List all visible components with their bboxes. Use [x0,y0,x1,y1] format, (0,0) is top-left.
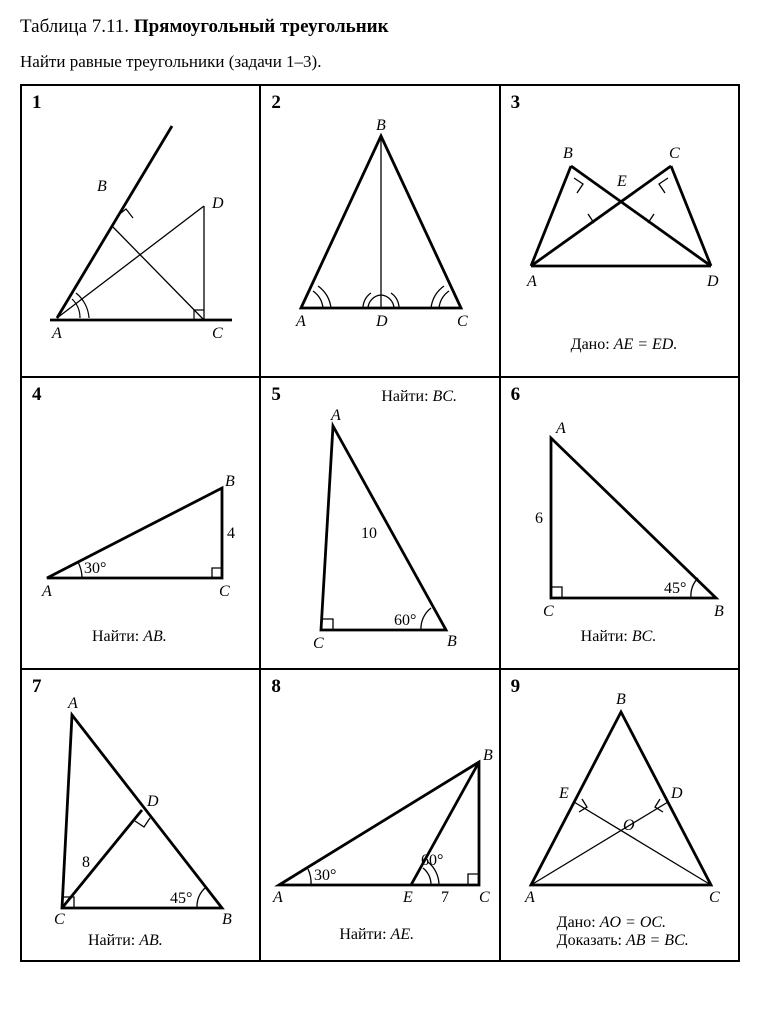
find-line: Найти: AE. [339,926,414,944]
svg-text:D: D [375,313,388,330]
figure-8: A B C E 30° 60° 7 [261,670,501,960]
svg-text:A: A [272,889,283,906]
svg-text:C: C [313,635,324,652]
svg-text:D: D [211,195,224,212]
find-line: Найти: AB. [92,628,167,646]
svg-text:B: B [225,473,235,490]
svg-text:D: D [146,793,159,810]
page-title: Таблица 7.11. Прямоугольный треугольник [20,16,747,38]
find-line: Найти: AB. [88,932,163,950]
svg-text:A: A [67,695,78,712]
svg-text:60°: 60° [421,852,443,869]
svg-text:B: B [563,145,573,162]
cell-5: 5 Найти: BC. A B C 10 60° [261,378,498,668]
svg-text:O: O [623,817,635,834]
svg-text:6: 6 [535,510,543,527]
given-line: Дано: AE = ED. [571,336,678,354]
svg-text:45°: 45° [170,890,192,907]
svg-text:E: E [616,173,627,190]
cell-7: 7 A B C D 8 45° Найти: AB. [22,670,259,960]
svg-text:45°: 45° [664,580,686,597]
svg-text:30°: 30° [314,867,336,884]
figure-2: A B C D [261,86,501,376]
problems-grid: 1 A B C D 2 [20,84,740,962]
cell-4: 4 A B C 30° 4 Найти: AB. [22,378,259,668]
subtitle: Найти равные треугольники (задачи 1–3). [20,52,747,72]
svg-text:B: B [616,691,626,708]
cell-1: 1 A B C D [22,86,259,376]
svg-text:B: B [483,747,493,764]
cell-8: 8 A B C E 30° 60° 7 Найти: AE. [261,670,498,960]
svg-text:C: C [709,889,720,906]
figure-3: A B C D E [501,86,741,376]
cell-9: 9 A B C D E O Дано: AO = OC. Доказать: A… [501,670,738,960]
svg-text:C: C [669,145,680,162]
svg-text:A: A [295,313,306,330]
figure-1: A B C D [22,86,262,376]
svg-text:D: D [706,273,719,290]
svg-text:A: A [41,583,52,600]
svg-text:A: A [330,407,341,424]
svg-text:8: 8 [82,854,90,871]
figure-7: A B C D 8 45° [22,670,262,960]
svg-text:B: B [714,603,724,620]
svg-text:C: C [543,603,554,620]
prove-line: Доказать: AB = BC. [557,932,689,950]
svg-text:4: 4 [227,525,235,542]
svg-text:B: B [97,178,107,195]
cell-2: 2 A B C D [261,86,498,376]
svg-text:A: A [555,420,566,437]
svg-text:C: C [212,325,223,342]
svg-text:B: B [222,911,232,928]
figure-6: A B C 6 45° [501,378,741,668]
given-line: Дано: AO = OC. [557,914,666,932]
svg-text:E: E [558,785,569,802]
figure-5: A B C 10 60° [261,378,501,668]
svg-text:10: 10 [361,525,377,542]
svg-text:C: C [54,911,65,928]
svg-text:D: D [670,785,683,802]
svg-text:7: 7 [441,889,449,906]
find-line: Найти: BC. [581,628,657,646]
svg-text:C: C [219,583,230,600]
svg-text:E: E [402,889,413,906]
svg-text:30°: 30° [84,560,106,577]
cell-3: 3 A B C D E Дано: AE = ED. [501,86,738,376]
svg-text:A: A [524,889,535,906]
svg-text:C: C [479,889,490,906]
title-text: Прямоугольный треугольник [134,16,389,37]
svg-text:60°: 60° [394,612,416,629]
cell-6: 6 A B C 6 45° Найти: BC. [501,378,738,668]
svg-text:A: A [51,325,62,342]
svg-text:B: B [447,633,457,650]
figure-4: A B C 30° 4 [22,378,262,668]
svg-text:C: C [457,313,468,330]
svg-text:B: B [376,117,386,134]
svg-text:A: A [526,273,537,290]
table-prefix: Таблица 7.11. [20,16,129,37]
